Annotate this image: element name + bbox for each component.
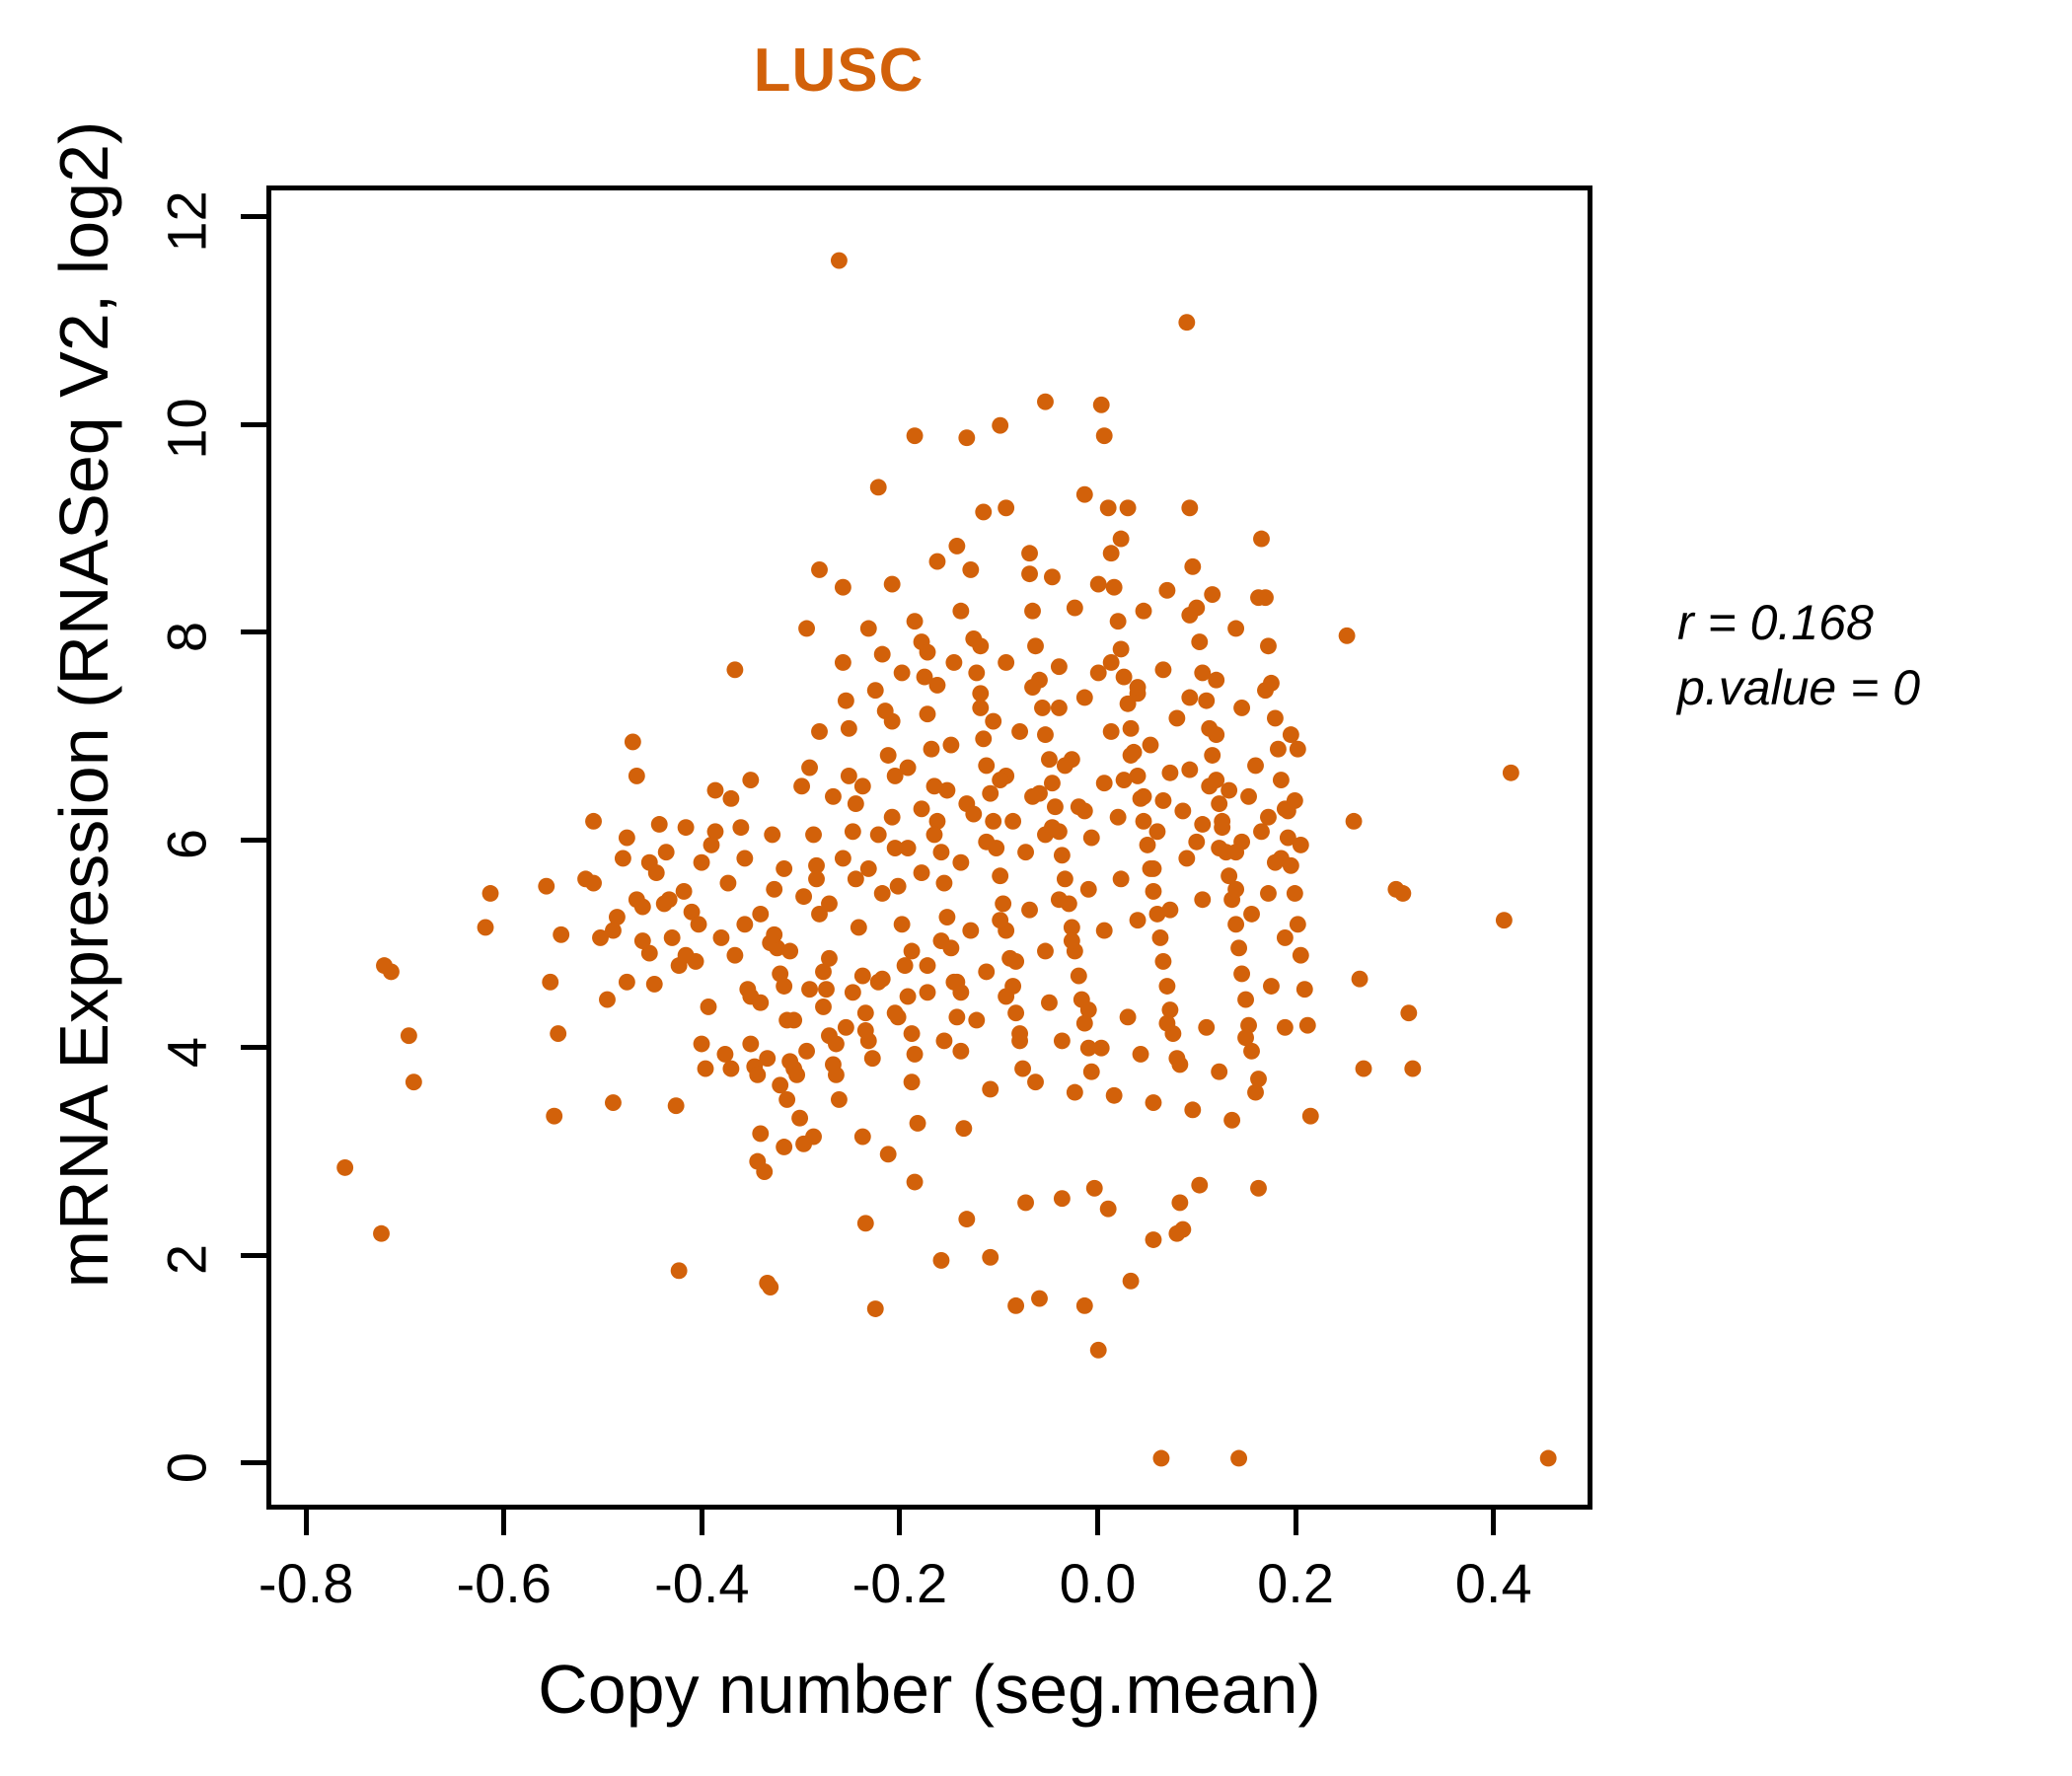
y-tick-mark xyxy=(241,421,266,427)
y-tick-label: 12 xyxy=(155,189,218,253)
x-tick-label: -0.8 xyxy=(258,1552,354,1614)
x-tick-label: -0.6 xyxy=(456,1552,552,1614)
y-axis-title-holder: mRNA Expression (RNASeq V2, log2) xyxy=(44,42,123,1367)
y-tick-label: 4 xyxy=(155,1036,218,1068)
y-tick-label: 8 xyxy=(155,621,218,652)
y-tick-label: 6 xyxy=(155,829,218,860)
y-tick-mark xyxy=(241,1045,266,1051)
correlation-annotation: r = 0.168 xyxy=(1677,595,1874,650)
y-tick-mark xyxy=(241,1252,266,1258)
y-tick-mark xyxy=(241,214,266,220)
scatter-points-layer xyxy=(336,252,1557,1467)
x-tick-mark xyxy=(897,1510,903,1535)
y-tick-mark xyxy=(241,837,266,843)
stats-annotation: r = 0.168 p.value = 0 xyxy=(1677,590,1920,720)
x-tick-mark xyxy=(1095,1510,1100,1535)
y-tick-mark xyxy=(241,1460,266,1466)
x-tick-mark xyxy=(1491,1510,1497,1535)
x-tick-mark xyxy=(699,1510,704,1535)
x-tick-label: 0.2 xyxy=(1257,1552,1335,1614)
x-tick-mark xyxy=(501,1510,507,1535)
page-title: LUSC xyxy=(753,37,925,105)
x-tick-mark xyxy=(1293,1510,1298,1535)
x-tick-label: -0.4 xyxy=(654,1552,750,1614)
y-tick-label: 0 xyxy=(155,1451,218,1483)
x-tick-label: -0.2 xyxy=(851,1552,948,1614)
x-tick-label: 0.0 xyxy=(1059,1552,1137,1614)
x-tick-label: 0.4 xyxy=(1454,1552,1532,1614)
pvalue-annotation: p.value = 0 xyxy=(1677,660,1921,715)
plot-panel xyxy=(266,185,1592,1510)
y-tick-label: 2 xyxy=(155,1244,218,1276)
y-tick-label: 10 xyxy=(155,398,218,460)
y-tick-mark xyxy=(241,629,266,635)
y-axis-title: mRNA Expression (RNASeq V2, log2) xyxy=(45,120,122,1289)
x-axis-title: Copy number (seg.mean) xyxy=(538,1651,1321,1728)
x-tick-mark xyxy=(303,1510,309,1535)
